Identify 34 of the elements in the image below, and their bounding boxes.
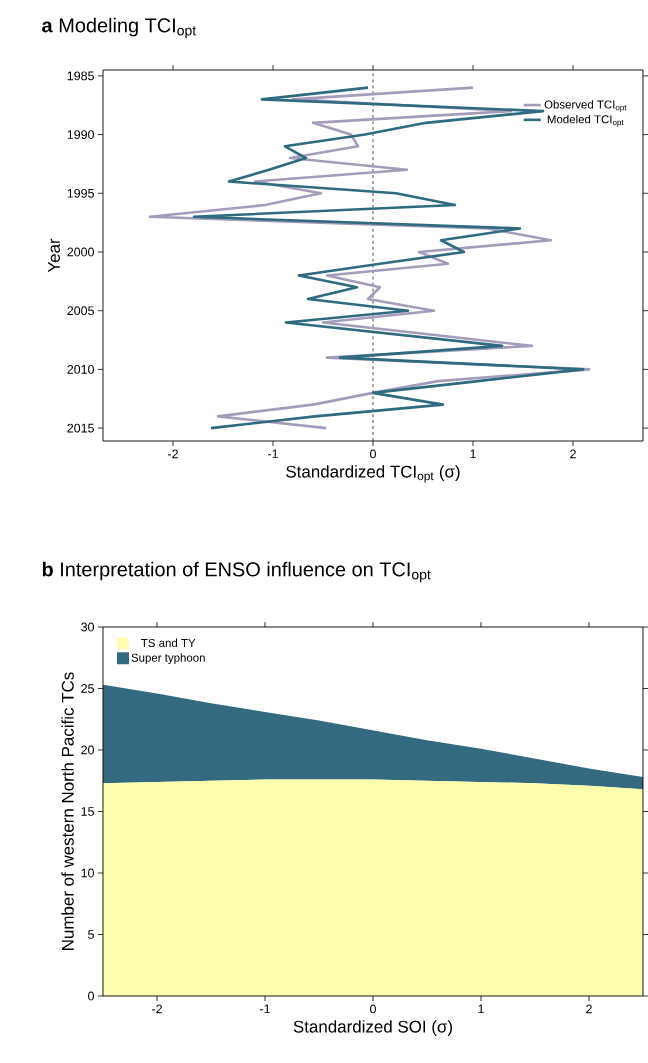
y-tick-label: 2010 xyxy=(67,365,94,374)
x-tick-label: -2 xyxy=(167,449,178,459)
y-tick-label: 2005 xyxy=(67,306,94,316)
chart-title: a Modeling TCI$_{opt}$ xyxy=(41,17,196,39)
x-tick-label: 2 xyxy=(569,449,576,459)
x-tick-label: -2 xyxy=(151,1004,162,1014)
y-tick-label: 25 xyxy=(81,684,94,693)
y-tick-label: 5 xyxy=(87,930,94,939)
y-tick-label: 2015 xyxy=(67,423,94,433)
y-tick-label: 10 xyxy=(81,868,94,878)
x-tick-label: 1 xyxy=(470,449,476,459)
x-tick-label: 1 xyxy=(478,1004,484,1014)
y-axis-title: Number of western North Pacific TCs xyxy=(61,672,74,950)
x-tick-label: 2 xyxy=(585,1004,592,1014)
legend-label: TS and TY xyxy=(140,638,196,647)
x-tick-label: 0 xyxy=(369,449,376,459)
legend-label: Modeled TCI$_{opt}$ xyxy=(547,114,624,127)
legend-label: Super typhoon xyxy=(131,653,205,665)
x-tick-label: -1 xyxy=(267,449,278,459)
y-tick-label: 30 xyxy=(80,622,94,632)
y-tick-label: 1985 xyxy=(67,71,94,81)
y-tick-label: 15 xyxy=(81,807,94,816)
y-tick-label: 2000 xyxy=(67,247,94,257)
y-tick-label: 1995 xyxy=(67,188,94,198)
y-tick-label: 0 xyxy=(87,991,94,1001)
x-tick-label: -1 xyxy=(259,1004,270,1014)
legend-label: Observed TCI$_{opt}$ xyxy=(544,100,627,112)
y-tick-label: 20 xyxy=(81,745,94,755)
y-tick-label: 1990 xyxy=(67,130,94,139)
x-axis-title: Standardized SOI (σ) xyxy=(293,1020,452,1036)
x-tick-label: 0 xyxy=(369,1004,376,1014)
x-axis-title: Standardized TCI$_{opt}$ (σ) xyxy=(285,465,460,483)
chart-title: b Interpretation of ENSO influence on TCI$_{opt}$ xyxy=(42,561,431,583)
y-axis-title: Year xyxy=(47,238,60,273)
